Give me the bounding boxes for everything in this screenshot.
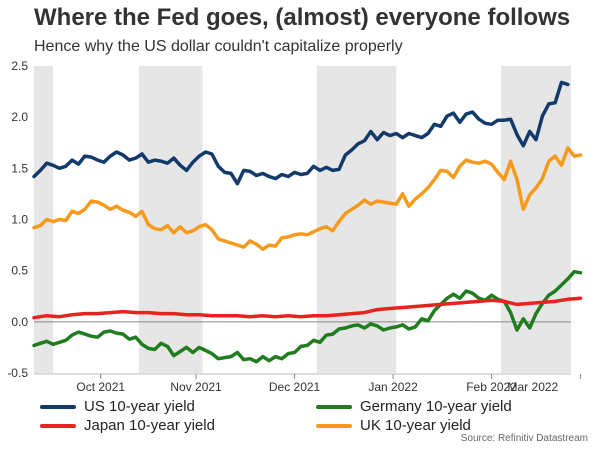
shaded-month-band (316, 66, 397, 373)
y-tick-label: 0.0 (11, 315, 28, 329)
yield-chart: -0.5 0.0 0.5 1.0 1.5 2.0 2.5 Oct 2021 Nov 2021 De… (7, 59, 583, 394)
legend-swatch-japan (40, 423, 76, 428)
y-tick-label: 1.5 (11, 161, 28, 175)
x-tick-label: Feb 2022 (466, 380, 517, 394)
x-tick-label: Dec 2021 (269, 380, 321, 394)
legend-item-japan: Japan 10-year yield (40, 417, 215, 434)
x-tick-label: Mar 2022 (508, 380, 559, 394)
legend-item-us: US 10-year yield (40, 398, 195, 415)
legend-item-germany: Germany 10-year yield (316, 398, 512, 415)
page-title: Where the Fed goes, (almost) everyone fo… (34, 4, 571, 31)
source-note: Source: Refinitiv Datastream (460, 433, 588, 444)
y-tick-label: 2.5 (11, 59, 28, 73)
legend-label-japan: Japan 10-year yield (84, 417, 215, 434)
legend-swatch-uk (316, 423, 352, 428)
legend-swatch-us (40, 404, 76, 409)
series-line-japan (32, 296, 583, 320)
x-tick-label: Jan 2022 (368, 380, 418, 394)
series-line-uk (32, 146, 583, 251)
legend-item-uk: UK 10-year yield (316, 417, 471, 434)
series-line-us (32, 80, 570, 186)
x-tick-label: Oct 2021 (76, 380, 125, 394)
shaded-month-band (501, 66, 571, 373)
y-tick-label: 2.0 (11, 110, 28, 124)
legend-label-germany: Germany 10-year yield (360, 398, 512, 415)
page-subtitle: Hence why the US dollar couldn't capital… (34, 38, 403, 55)
legend-label-us: US 10-year yield (84, 398, 195, 415)
y-tick-label: 0.5 (11, 264, 28, 278)
legend-label-uk: UK 10-year yield (360, 417, 471, 434)
series-line-germany (32, 269, 583, 364)
y-tick-label: 1.0 (11, 213, 28, 227)
shaded-month-band (34, 66, 54, 373)
y-tick-label: -0.5 (7, 366, 28, 380)
chart-legend: US 10-year yield Germany 10-year yield J… (0, 396, 600, 436)
x-tick-label: Nov 2021 (170, 380, 222, 394)
legend-swatch-germany (316, 404, 352, 409)
shaded-month-band (138, 66, 203, 373)
